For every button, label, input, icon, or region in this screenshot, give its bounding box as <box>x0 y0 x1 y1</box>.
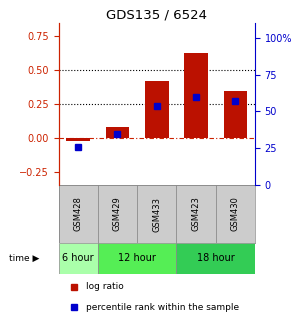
Bar <box>176 185 216 243</box>
Text: 18 hour: 18 hour <box>197 253 234 263</box>
Text: GSM433: GSM433 <box>152 197 161 232</box>
Bar <box>137 185 176 243</box>
Bar <box>224 91 247 138</box>
Bar <box>59 243 98 274</box>
Bar <box>145 81 168 138</box>
Bar <box>216 185 255 243</box>
Text: 12 hour: 12 hour <box>118 253 156 263</box>
Bar <box>67 138 90 141</box>
Text: GSM428: GSM428 <box>74 197 83 232</box>
Text: time ▶: time ▶ <box>9 254 39 263</box>
Bar <box>98 185 137 243</box>
Bar <box>184 53 208 138</box>
Text: GSM430: GSM430 <box>231 197 240 232</box>
Text: GSM429: GSM429 <box>113 197 122 232</box>
Text: log ratio: log ratio <box>86 282 124 291</box>
Bar <box>176 243 255 274</box>
Title: GDS135 / 6524: GDS135 / 6524 <box>106 9 207 22</box>
Text: percentile rank within the sample: percentile rank within the sample <box>86 303 239 312</box>
Bar <box>59 185 98 243</box>
Text: 6 hour: 6 hour <box>62 253 94 263</box>
Bar <box>98 243 176 274</box>
Text: GSM423: GSM423 <box>192 197 200 232</box>
Bar <box>106 127 129 138</box>
